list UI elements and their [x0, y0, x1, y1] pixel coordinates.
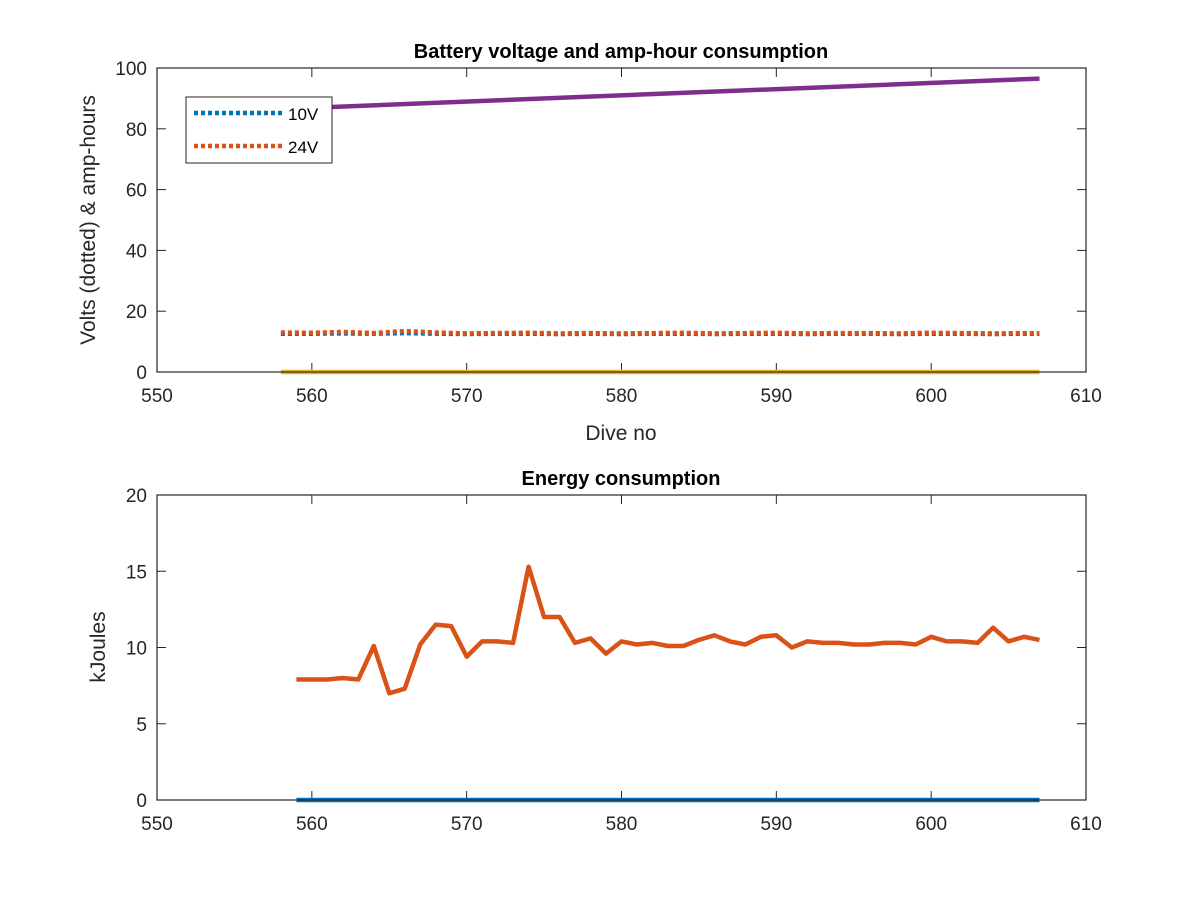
x-tick-label: 610: [1070, 814, 1102, 835]
chart-title: Energy consumption: [522, 468, 721, 490]
y-tick-label: 20: [126, 486, 147, 507]
x-tick-label: 610: [1070, 386, 1102, 407]
y-tick-label: 80: [126, 120, 147, 141]
y-tick-label: 5: [136, 715, 147, 736]
x-tick-label: 590: [760, 386, 792, 407]
legend: 10V 24V: [185, 96, 333, 164]
voltage-amphour-chart: Battery voltage and amp-hour consumption…: [77, 41, 1102, 445]
x-tick-label: 600: [915, 386, 947, 407]
axis-ticks: 550 560 570 580 590 600 610 0 20 40 60 80 100: [115, 59, 1102, 407]
y-tick-label: 10: [126, 639, 147, 660]
x-tick-label: 600: [915, 814, 947, 835]
y-tick-label: 0: [136, 791, 147, 812]
x-tick-label: 580: [606, 386, 638, 407]
legend-label-24v: 24V: [288, 138, 319, 157]
x-tick-label: 550: [141, 814, 173, 835]
x-tick-label: 580: [606, 814, 638, 835]
x-tick-label: 560: [296, 814, 328, 835]
y-tick-label: 20: [126, 302, 147, 323]
series-24v-line: [280, 328, 1040, 336]
plot-area-box: [156, 494, 1087, 801]
series-amphour-purple-line: [280, 76, 1040, 112]
x-axis-label: Dive no: [585, 422, 656, 445]
y-axis-label: Volts (dotted) & amp-hours: [77, 95, 100, 345]
x-tick-label: 560: [296, 386, 328, 407]
legend-box: [185, 96, 333, 164]
y-tick-label: 0: [136, 363, 147, 384]
y-tick-label: 100: [115, 59, 147, 80]
x-tick-label: 590: [760, 814, 792, 835]
energy-consumption-chart: Energy consumption 550 560 570 580 590 600 610…: [87, 468, 1102, 835]
y-tick-label: 15: [126, 562, 147, 583]
y-axis-label: kJoules: [87, 611, 110, 682]
plot-area-box: [156, 67, 1087, 373]
y-tick-label: 40: [126, 241, 147, 262]
series-energy-orange-line: [296, 564, 1040, 696]
x-tick-label: 570: [451, 814, 483, 835]
legend-label-10v: 10V: [288, 105, 319, 124]
axis-ticks: 550 560 570 580 590 600 610 0 5 10 15 20: [126, 486, 1102, 835]
y-tick-label: 60: [126, 181, 147, 202]
x-tick-label: 550: [141, 386, 173, 407]
chart-title: Battery voltage and amp-hour consumption: [414, 41, 828, 63]
x-tick-label: 570: [451, 386, 483, 407]
